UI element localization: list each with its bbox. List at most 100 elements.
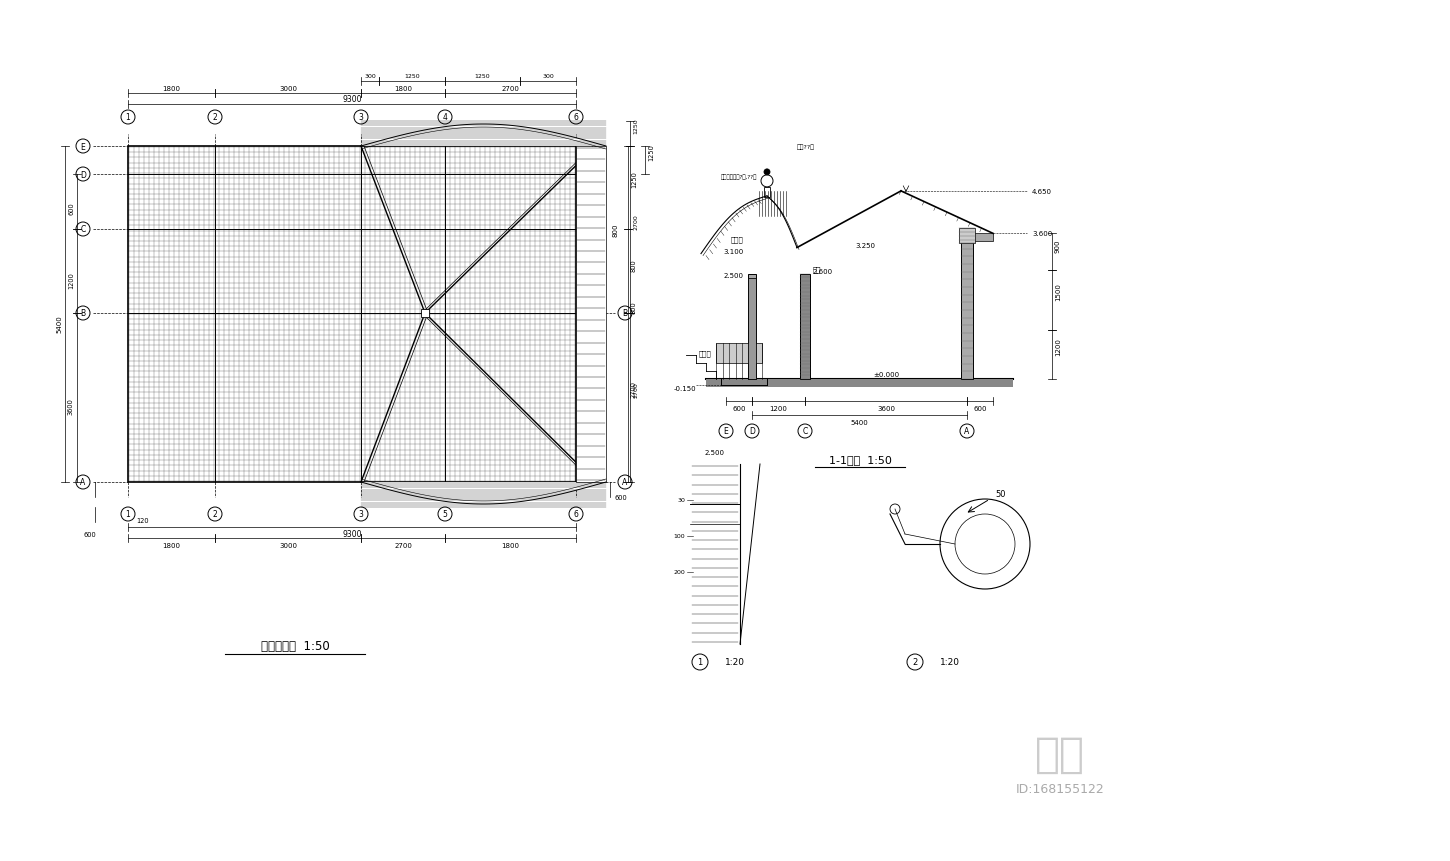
- Text: 4.650: 4.650: [1032, 189, 1053, 195]
- Text: 6: 6: [574, 114, 579, 122]
- Text: 2.500: 2.500: [705, 449, 725, 455]
- Text: 挂落: 挂落: [813, 266, 822, 273]
- Text: 1250: 1250: [474, 74, 490, 79]
- Text: 600: 600: [615, 494, 628, 500]
- Text: ID:168155122: ID:168155122: [1015, 783, 1105, 796]
- Text: 深色成品青瓦?件,??定: 深色成品青瓦?件,??定: [721, 174, 757, 179]
- Text: 2.600: 2.600: [813, 269, 834, 275]
- Text: 2700: 2700: [502, 86, 519, 92]
- Text: 1250: 1250: [631, 171, 637, 189]
- Text: C: C: [80, 226, 86, 234]
- Text: 2: 2: [912, 658, 918, 666]
- Text: D: D: [750, 427, 755, 436]
- Text: 3.100: 3.100: [724, 248, 744, 254]
- Text: 2.500: 2.500: [724, 273, 744, 279]
- Text: D: D: [80, 170, 86, 179]
- Text: 1250: 1250: [648, 144, 654, 161]
- Text: 2700: 2700: [634, 214, 638, 230]
- Text: 5400: 5400: [57, 314, 62, 332]
- Text: 知末: 知末: [1035, 734, 1085, 775]
- Text: 800: 800: [631, 259, 637, 272]
- Text: 600: 600: [973, 406, 987, 412]
- Text: 200: 200: [673, 570, 684, 575]
- Text: 1200: 1200: [1056, 338, 1061, 356]
- Bar: [958, 229, 974, 244]
- Text: 1800: 1800: [502, 542, 519, 548]
- Text: 300: 300: [364, 74, 376, 79]
- Text: 1: 1: [126, 114, 130, 122]
- Circle shape: [761, 176, 773, 188]
- Bar: [128, 147, 576, 482]
- Text: 1800: 1800: [162, 542, 180, 548]
- Bar: [748, 279, 755, 380]
- Text: 3000: 3000: [278, 86, 297, 92]
- Text: 3000: 3000: [278, 542, 297, 548]
- Text: 600: 600: [84, 531, 96, 537]
- Text: 5: 5: [442, 510, 448, 519]
- Text: 2: 2: [213, 510, 217, 519]
- Bar: [706, 380, 1014, 387]
- Text: 100: 100: [673, 534, 684, 539]
- Text: A: A: [80, 478, 86, 487]
- Text: E: E: [724, 427, 728, 436]
- Text: E: E: [81, 142, 86, 152]
- Text: 2: 2: [213, 114, 217, 122]
- Text: 30: 30: [677, 498, 684, 503]
- Text: B: B: [622, 309, 628, 318]
- Text: C: C: [802, 427, 808, 436]
- Text: 800: 800: [631, 300, 637, 313]
- Bar: [973, 234, 993, 242]
- Text: 3: 3: [358, 510, 364, 519]
- Text: ±0.000: ±0.000: [873, 372, 899, 378]
- Text: A: A: [622, 478, 628, 487]
- Text: 2700: 2700: [634, 382, 638, 398]
- Text: 1:20: 1:20: [940, 658, 960, 666]
- Text: 1:20: 1:20: [725, 658, 745, 666]
- Bar: [716, 344, 763, 363]
- Text: 600: 600: [732, 406, 745, 412]
- Bar: [576, 147, 606, 482]
- Text: -0.150: -0.150: [673, 386, 696, 392]
- Text: 3600: 3600: [877, 406, 895, 412]
- Text: 9300: 9300: [342, 530, 361, 539]
- Text: 1-1剖面  1:50: 1-1剖面 1:50: [828, 455, 892, 464]
- Text: 4: 4: [442, 114, 448, 122]
- Text: 1200: 1200: [68, 272, 74, 288]
- Text: 800: 800: [613, 224, 619, 237]
- Bar: [800, 275, 811, 380]
- Bar: [420, 310, 429, 318]
- Text: 9300: 9300: [342, 96, 361, 104]
- Text: 1800: 1800: [394, 86, 412, 92]
- Text: 1: 1: [697, 658, 703, 666]
- Text: 50: 50: [995, 490, 1005, 499]
- Text: 1250: 1250: [405, 74, 420, 79]
- Text: 成品??定: 成品??定: [798, 144, 815, 150]
- Polygon shape: [361, 482, 606, 505]
- Text: 3.600: 3.600: [1032, 231, 1053, 237]
- Text: 2700: 2700: [394, 542, 412, 548]
- Text: 6: 6: [574, 510, 579, 519]
- Text: 300: 300: [542, 74, 554, 79]
- Text: 900: 900: [1056, 238, 1061, 252]
- Text: A: A: [964, 427, 970, 436]
- Polygon shape: [361, 125, 606, 147]
- Text: 120: 120: [136, 517, 149, 523]
- Text: 1500: 1500: [1056, 283, 1061, 300]
- Text: 600: 600: [68, 202, 74, 215]
- Bar: [748, 275, 755, 380]
- Text: 美人靠: 美人靠: [699, 350, 710, 356]
- Bar: [764, 188, 770, 198]
- Text: 屋顶平面图  1:50: 屋顶平面图 1:50: [261, 640, 329, 653]
- Text: 5400: 5400: [851, 419, 869, 425]
- Text: 3.250: 3.250: [856, 242, 874, 248]
- Text: 3: 3: [358, 114, 364, 122]
- Text: 2700: 2700: [631, 381, 637, 398]
- Bar: [961, 234, 973, 380]
- Text: 1200: 1200: [770, 406, 787, 412]
- Text: 3600: 3600: [68, 398, 74, 415]
- Circle shape: [764, 170, 770, 176]
- Text: 1250: 1250: [634, 119, 638, 134]
- Text: 小青瓦: 小青瓦: [731, 236, 744, 243]
- Text: 1: 1: [126, 510, 130, 519]
- Text: 1800: 1800: [162, 86, 180, 92]
